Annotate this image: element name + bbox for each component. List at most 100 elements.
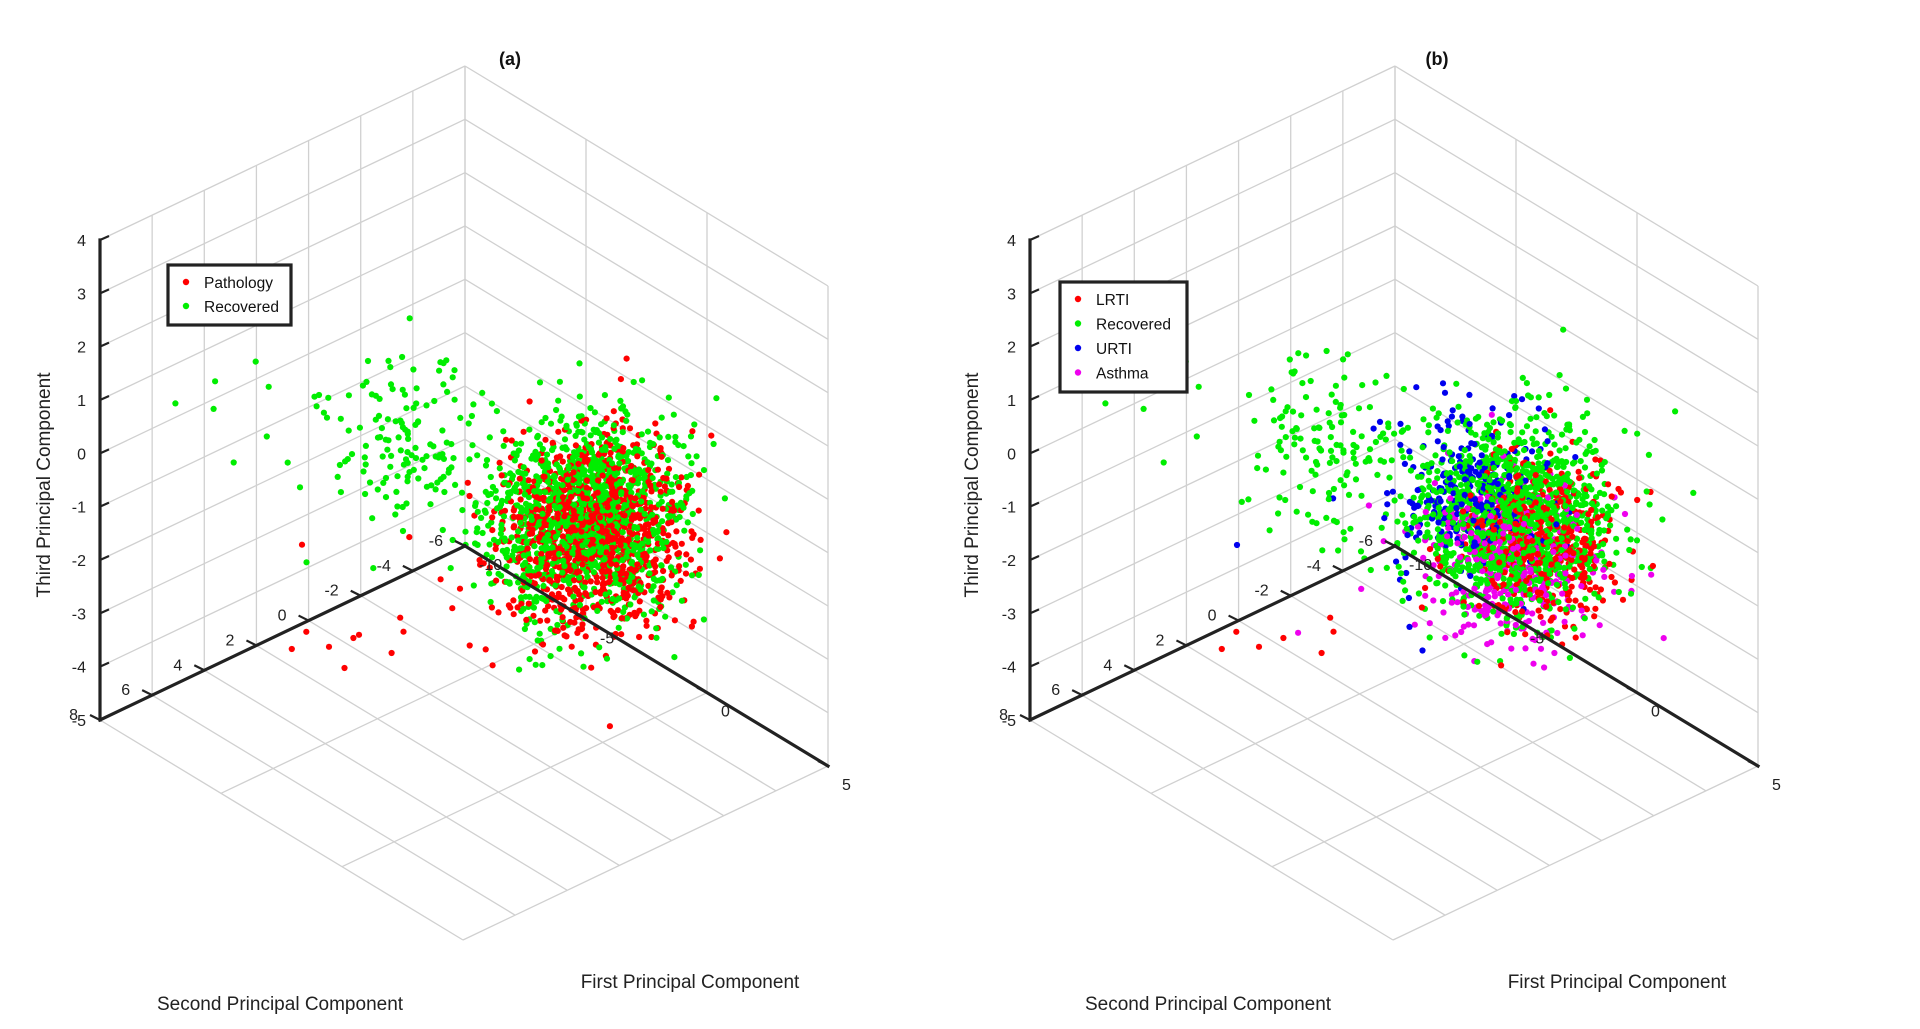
scatter-point — [1102, 400, 1109, 407]
scatter-point — [1400, 454, 1407, 461]
scatter-point — [366, 479, 374, 486]
scatter-point — [421, 465, 428, 472]
scatter-point — [665, 520, 672, 527]
scatter-point — [1449, 407, 1456, 414]
scatter-point — [392, 418, 399, 425]
scatter-point — [689, 534, 696, 542]
scatter-point — [1547, 450, 1554, 457]
scatter-point — [660, 545, 667, 552]
scatter-point — [1270, 417, 1278, 424]
scatter-point — [439, 427, 446, 434]
scatter-point — [599, 507, 606, 514]
scatter-point — [1660, 635, 1667, 642]
scatter-point — [1350, 455, 1357, 462]
scatter-point — [1303, 454, 1310, 461]
scatter-point — [530, 612, 537, 619]
scatter-point — [683, 551, 690, 558]
scatter-point — [691, 421, 698, 428]
scatter-point — [323, 414, 331, 421]
scatter-point — [528, 455, 535, 462]
scatter-point — [474, 508, 481, 515]
scatter-point — [470, 401, 477, 408]
scatter-point — [684, 482, 692, 489]
scatter-point — [1332, 382, 1339, 389]
scatter-point — [427, 501, 434, 508]
scatter-point — [596, 644, 603, 651]
scatter-point — [1583, 493, 1590, 500]
scatter-point — [1441, 389, 1449, 396]
scatter-point — [483, 457, 491, 464]
scatter-point — [1419, 647, 1426, 654]
scatter-point — [540, 582, 547, 590]
scatter-point — [499, 547, 506, 554]
scatter-point — [601, 580, 608, 587]
scatter-point — [571, 563, 578, 570]
scatter-point — [1305, 511, 1312, 518]
scatter-point — [597, 549, 604, 556]
scatter-point — [517, 514, 524, 521]
scatter-point — [1270, 396, 1277, 403]
scatter-point — [1510, 630, 1517, 638]
scatter-point — [579, 521, 586, 529]
scatter-point — [526, 426, 533, 433]
scatter-point — [1382, 436, 1389, 443]
scatter-point — [1455, 403, 1462, 410]
grid-line — [99, 172, 466, 348]
scatter-point — [423, 453, 430, 460]
scatter-point — [1411, 513, 1418, 520]
scatter-point — [1513, 600, 1520, 607]
scatter-point — [361, 454, 368, 461]
scatter-point — [1307, 377, 1314, 385]
scatter-point — [397, 614, 404, 621]
scatter-point — [1444, 427, 1451, 434]
scatter-point — [1314, 438, 1321, 445]
scatter-point — [1447, 481, 1454, 488]
y-tick-label: 8 — [69, 707, 78, 724]
scatter-point — [631, 514, 639, 521]
scatter-point — [1594, 514, 1601, 521]
scatter-point — [658, 562, 665, 569]
scatter-point — [688, 623, 696, 630]
scatter-point — [556, 378, 564, 385]
scatter-point — [474, 541, 481, 549]
scatter-point — [673, 528, 680, 535]
scatter-point — [628, 462, 635, 470]
scatter-point — [716, 555, 724, 562]
scatter-point — [1530, 441, 1537, 448]
scatter-point — [551, 472, 558, 479]
scatter-point — [1332, 398, 1339, 405]
scatter-point — [1527, 394, 1534, 401]
scatter-point — [606, 517, 613, 525]
scatter-point — [583, 495, 591, 502]
scatter-point — [1410, 494, 1417, 501]
scatter-point — [1430, 597, 1437, 604]
scatter-point — [561, 513, 568, 520]
scatter-point — [612, 579, 619, 587]
scatter-point — [693, 453, 700, 460]
scatter-point — [1296, 483, 1304, 491]
scatter-point — [1193, 433, 1200, 440]
scatter-point — [1358, 585, 1365, 593]
scatter-point — [545, 553, 552, 560]
scatter-point — [662, 613, 669, 620]
scatter-point — [652, 420, 659, 427]
scatter-point — [1536, 597, 1543, 604]
scatter-point — [1598, 467, 1606, 474]
scatter-point — [560, 557, 567, 564]
scatter-point — [1497, 620, 1504, 627]
scatter-point — [598, 446, 606, 454]
z-tick-label: -1 — [72, 500, 86, 517]
scatter-point — [576, 360, 583, 367]
scatter-point — [560, 476, 567, 483]
scatter-point — [443, 357, 450, 364]
scatter-point — [507, 490, 514, 497]
scatter-point — [1313, 406, 1320, 413]
scatter-point — [355, 631, 363, 638]
scatter-point — [1611, 579, 1618, 586]
scatter-point — [538, 545, 545, 552]
chart-title: (a) — [499, 49, 521, 69]
scatter-point — [630, 378, 637, 386]
scatter-point — [1357, 548, 1365, 555]
scatter-point — [1461, 611, 1468, 618]
scatter-point — [1505, 534, 1512, 541]
